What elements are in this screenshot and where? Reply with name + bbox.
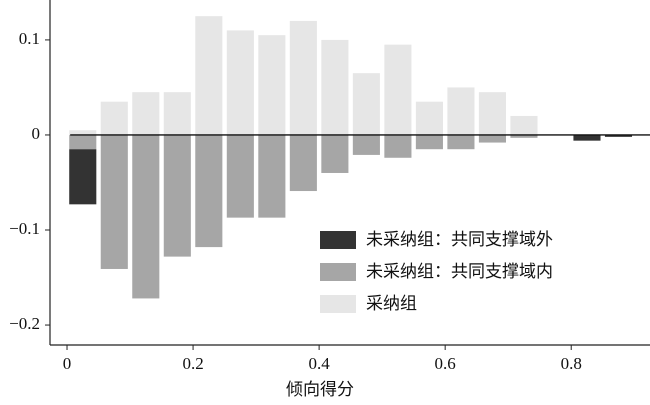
legend-swatch — [320, 295, 356, 313]
bar — [478, 134, 506, 143]
bar — [226, 134, 254, 218]
bar — [447, 87, 475, 135]
x-tick-label: 0.8 — [561, 354, 582, 373]
bar — [321, 134, 349, 173]
bar — [258, 35, 286, 135]
bar — [100, 134, 128, 269]
bar — [132, 134, 160, 299]
bar — [258, 134, 286, 218]
bar — [289, 134, 317, 192]
bar — [69, 149, 97, 205]
legend-swatch — [320, 231, 356, 249]
bar — [447, 134, 475, 150]
y-tick-label: 0 — [32, 124, 41, 143]
x-tick-label: 0 — [63, 354, 72, 373]
bar — [69, 130, 97, 135]
legend-swatch — [320, 263, 356, 281]
bar — [352, 73, 380, 135]
bar — [132, 92, 160, 135]
bar — [321, 39, 349, 135]
bar — [100, 101, 128, 135]
bar — [69, 134, 97, 150]
legend-label: 采纳组 — [366, 294, 417, 314]
x-axis-label: 倾向得分 — [286, 380, 354, 400]
bar — [195, 16, 223, 135]
y-tick-label: −0.1 — [9, 219, 40, 238]
bar — [195, 134, 223, 248]
x-tick-label: 0.6 — [435, 354, 456, 373]
bar — [510, 134, 538, 138]
bar — [289, 20, 317, 135]
x-tick-label: 0.2 — [182, 354, 203, 373]
bar — [352, 134, 380, 155]
bar — [384, 134, 412, 158]
legend-label: 未采纳组：共同支撑域内 — [366, 262, 553, 282]
bar — [604, 134, 633, 137]
x-tick-label: 0.4 — [308, 354, 330, 373]
bar — [415, 134, 443, 150]
bar — [226, 30, 254, 135]
bar — [478, 92, 506, 135]
bar — [573, 134, 601, 141]
bar — [384, 44, 412, 135]
bar — [163, 92, 191, 135]
legend-label: 未采纳组：共同支撑域外 — [366, 230, 553, 250]
bar — [163, 134, 191, 257]
y-tick-label: 0.1 — [19, 29, 40, 48]
y-tick-label: −0.2 — [9, 314, 40, 333]
bar — [415, 101, 443, 135]
bar — [510, 115, 538, 135]
